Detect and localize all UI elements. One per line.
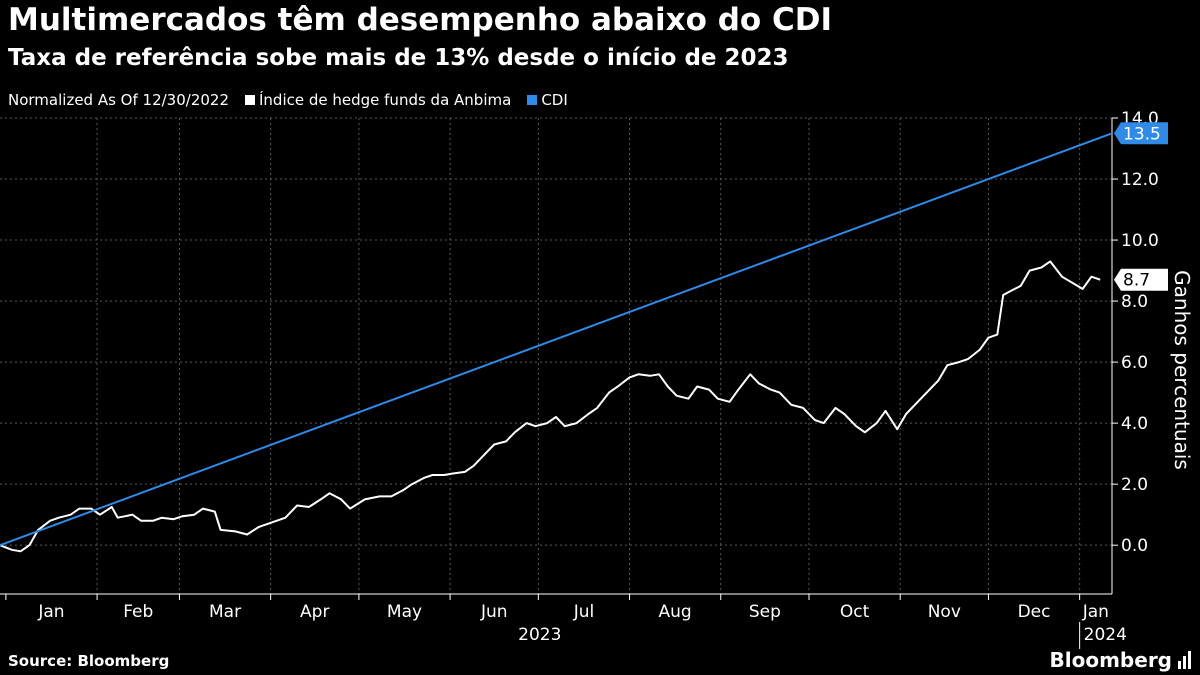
legend-swatch-cdi	[527, 95, 538, 105]
legend-label-hedge-funds: Índice de hedge funds da Anbima	[259, 91, 512, 109]
normalization-note: Normalized As Of 12/30/2022	[8, 91, 229, 109]
x-tick-label: Jul	[573, 602, 595, 622]
x-tick-label: May	[387, 602, 422, 622]
last-value-tag-1	[1114, 122, 1168, 145]
brand-name: Bloomberg	[1049, 648, 1172, 672]
x-tick-label: Jan	[37, 602, 64, 622]
x-tick-label: Jun	[480, 602, 508, 622]
last-value-tag-0	[1114, 268, 1168, 291]
y-tick-label: 8.0	[1121, 292, 1148, 312]
x-tick-label: Aug	[659, 602, 692, 622]
last-value-label-0: 8.7	[1123, 271, 1150, 291]
y-axis-title: Ganhos percentuais	[1170, 270, 1194, 470]
source-note: Source: Bloomberg	[8, 652, 170, 670]
x-tick-label: Sep	[749, 602, 781, 622]
y-tick-label: 0.0	[1121, 536, 1148, 556]
y-tick-label: 12.0	[1121, 170, 1159, 190]
bar-chart-icon	[1178, 651, 1192, 669]
series-line-0	[0, 260, 1101, 553]
x-tick-label: Nov	[928, 602, 961, 622]
year-label: 2024	[1084, 625, 1127, 645]
x-tick-label: Mar	[209, 602, 241, 622]
legend-item-hedge-funds: Índice de hedge funds da Anbima	[245, 91, 511, 109]
y-tick-label: 2.0	[1121, 475, 1148, 495]
x-tick-label: Jan	[1082, 602, 1109, 622]
legend: Normalized As Of 12/30/2022 Índice de he…	[8, 91, 584, 109]
x-tick-label: Oct	[840, 602, 870, 622]
legend-item-cdi: CDI	[527, 91, 568, 109]
legend-swatch-hedge-funds	[245, 95, 255, 105]
x-tick-label: Feb	[123, 602, 153, 622]
chart-title: Multimercados têm desempenho abaixo do C…	[8, 2, 833, 38]
x-tick-label: Apr	[300, 602, 329, 622]
y-tick-label: 10.0	[1121, 231, 1159, 251]
series-line-1	[0, 132, 1113, 547]
legend-label-cdi: CDI	[541, 91, 568, 109]
last-value-label-1: 13.5	[1123, 124, 1161, 144]
year-label: 2023	[518, 625, 561, 645]
y-tick-label: 6.0	[1121, 353, 1148, 373]
bloomberg-logo: Bloomberg	[1050, 648, 1192, 672]
x-tick-label: Dec	[1018, 602, 1051, 622]
chart-subtitle: Taxa de referência sobe mais de 13% desd…	[8, 45, 789, 71]
y-tick-label: 4.0	[1121, 414, 1148, 434]
